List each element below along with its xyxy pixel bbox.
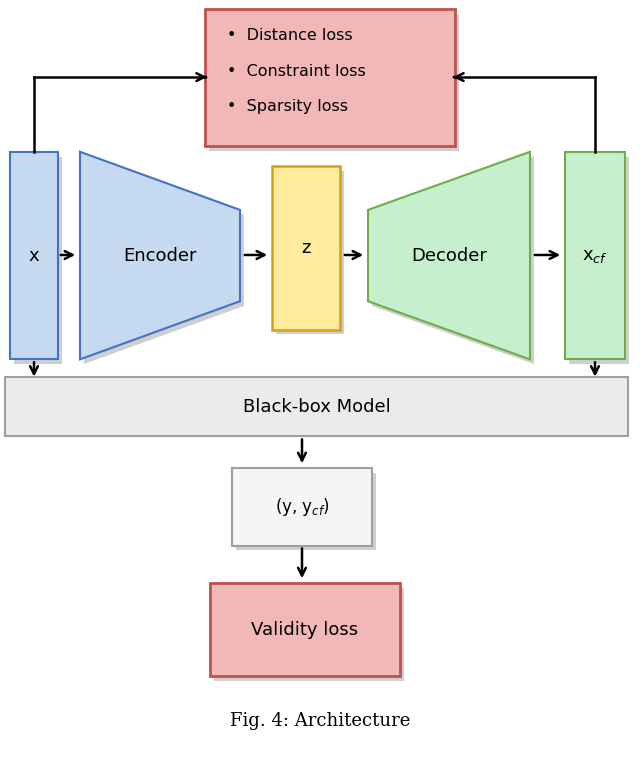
FancyBboxPatch shape xyxy=(10,152,58,359)
Text: z: z xyxy=(301,239,310,257)
FancyBboxPatch shape xyxy=(272,166,340,329)
FancyBboxPatch shape xyxy=(214,588,404,681)
Text: •  Distance loss: • Distance loss xyxy=(227,28,353,43)
Polygon shape xyxy=(80,152,240,359)
Text: Black-box Model: Black-box Model xyxy=(243,398,390,416)
FancyBboxPatch shape xyxy=(569,156,629,364)
Text: x: x xyxy=(29,247,39,265)
FancyBboxPatch shape xyxy=(5,377,628,436)
FancyBboxPatch shape xyxy=(232,468,372,546)
Text: •  Sparsity loss: • Sparsity loss xyxy=(227,99,348,115)
Text: Decoder: Decoder xyxy=(411,247,487,265)
Text: x$_{cf}$: x$_{cf}$ xyxy=(582,247,608,265)
Polygon shape xyxy=(368,152,530,359)
FancyBboxPatch shape xyxy=(276,171,344,335)
FancyBboxPatch shape xyxy=(205,9,455,146)
FancyBboxPatch shape xyxy=(565,152,625,359)
Text: •  Constraint loss: • Constraint loss xyxy=(227,64,365,79)
FancyBboxPatch shape xyxy=(236,473,376,550)
Polygon shape xyxy=(372,156,534,364)
FancyBboxPatch shape xyxy=(210,584,400,676)
Text: Fig. 4: Architecture: Fig. 4: Architecture xyxy=(230,712,410,730)
Text: (y, y$_{cf}$): (y, y$_{cf}$) xyxy=(275,496,330,518)
Text: Validity loss: Validity loss xyxy=(252,621,358,639)
FancyBboxPatch shape xyxy=(209,14,459,150)
Polygon shape xyxy=(84,156,244,364)
Text: Encoder: Encoder xyxy=(124,247,196,265)
FancyBboxPatch shape xyxy=(14,156,62,364)
